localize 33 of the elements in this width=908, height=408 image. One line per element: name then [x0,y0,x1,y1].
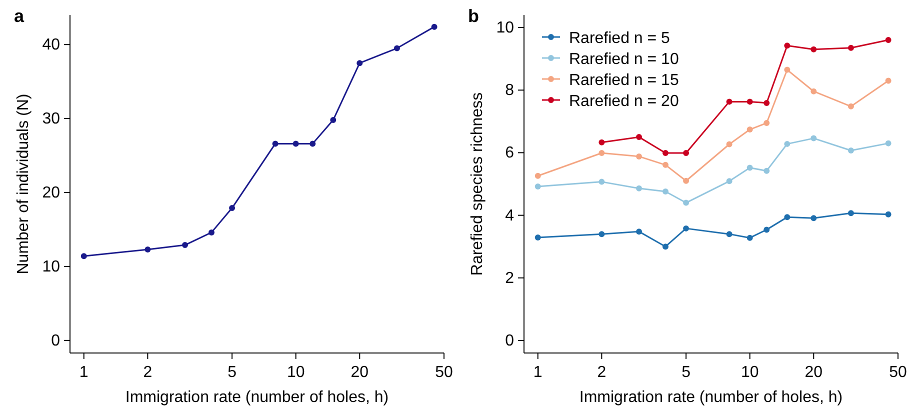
y-tick-label: 20 [42,184,60,202]
chart-title: b [468,6,479,26]
x-tick-label: 2 [597,364,606,381]
y-axis-title: Number of individuals (N) [15,94,32,274]
y-tick-label: 2 [505,270,514,287]
y-tick-label: 6 [505,144,514,162]
y-tick-label: 10 [496,20,514,37]
x-tick-label: 5 [682,364,691,381]
x-tick-label: 10 [286,364,305,381]
x-tick-label: 2 [143,364,152,381]
y-tick-label: 0 [505,332,514,350]
x-tick-label: 10 [740,364,759,381]
x-tick-label: 50 [889,364,907,381]
x-tick-label: 1 [79,364,88,381]
x-tick-label: 20 [350,364,369,381]
legend-label: Rarefied n = 15 [569,72,679,89]
x-tick-label: 50 [435,364,453,381]
x-tick-label: 20 [804,364,823,381]
legend-label: Rarefied n = 20 [569,93,679,110]
y-tick-label: 40 [42,36,60,54]
x-axis-title: Immigration rate (number of holes, h) [579,389,843,406]
legend-label: Rarefied n = 5 [569,30,670,47]
x-tick-label: 5 [228,364,237,381]
y-tick-label: 8 [505,82,514,100]
x-axis-title: Immigration rate (number of holes, h) [125,389,389,406]
y-tick-label: 4 [505,207,514,224]
x-tick-label: 1 [533,364,542,381]
y-tick-label: 30 [42,110,60,128]
y-tick-label: 0 [51,332,60,350]
chart-title: a [14,6,25,26]
legend-label: Rarefied n = 10 [569,51,679,68]
y-axis-title: Rarefied species richness [469,92,486,276]
y-tick-label: 10 [42,258,60,276]
